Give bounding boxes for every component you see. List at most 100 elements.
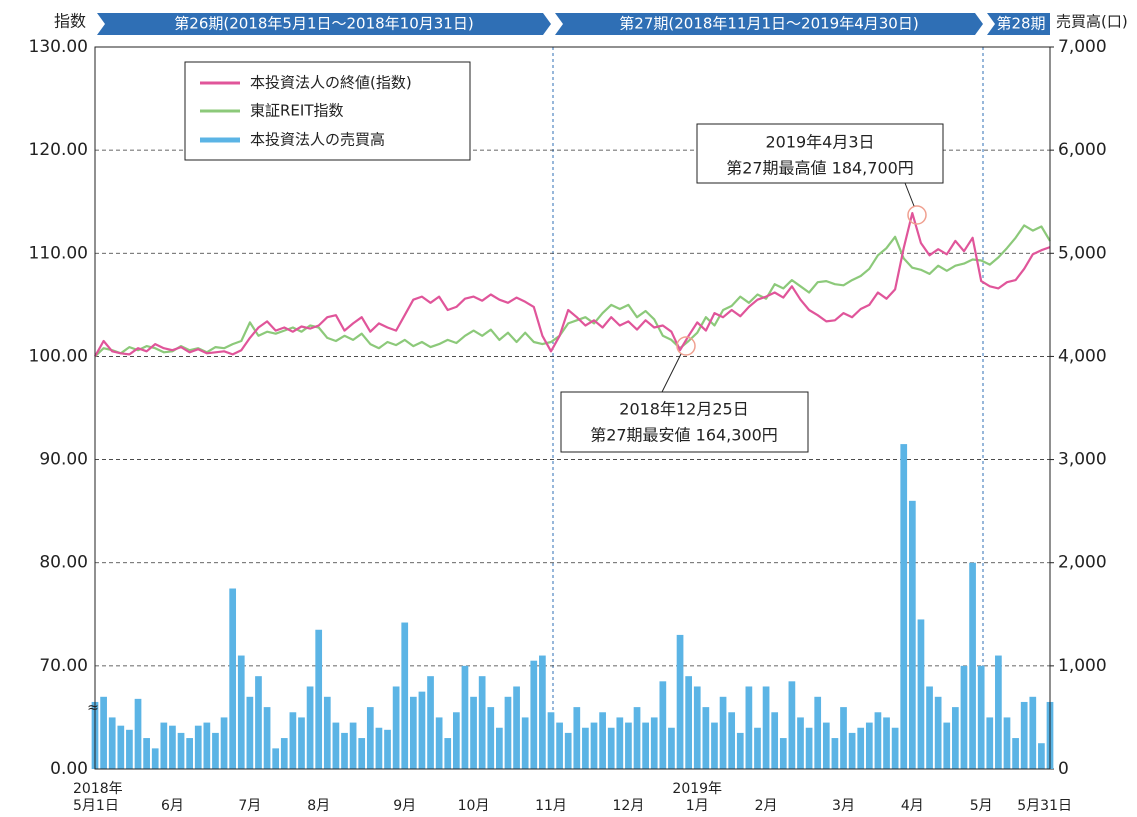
volume-bar [900, 444, 908, 769]
volume-bar [108, 717, 116, 769]
volume-bar [332, 722, 340, 769]
y2-tick-label: 3,000 [1058, 450, 1107, 470]
volume-bar [117, 725, 125, 769]
volume-bar [607, 727, 615, 769]
volume-bar [805, 727, 813, 769]
x-tick-label: 11月 [535, 798, 567, 814]
volume-bar [573, 707, 581, 769]
volume-bar [969, 562, 976, 769]
period-label: 第26期(2018年5月1日～2018年10月31日) [174, 15, 473, 33]
period-banners: 第26期(2018年5月1日～2018年10月31日) 第27期(2018年11… [97, 13, 1050, 35]
period-label: 第27期(2018年11月1日～2019年4月30日) [619, 15, 918, 33]
volume-bar [487, 707, 495, 769]
volume-bar [556, 722, 563, 769]
volume-bar [564, 732, 572, 769]
volume-bar [521, 717, 529, 769]
callout-line [661, 353, 682, 393]
volume-bar [427, 676, 434, 769]
volume-bar [169, 725, 176, 769]
annotation-text: 2019年4月3日 [765, 133, 874, 152]
volume-bar [840, 707, 847, 769]
volume-bar [633, 707, 641, 769]
volume-bar [375, 727, 383, 769]
volume-bar [960, 665, 968, 769]
annotation-box [696, 123, 944, 184]
x-tick-label: 7月 [238, 798, 261, 814]
volume-bar [186, 738, 193, 769]
volume-bar [908, 500, 916, 769]
volume-bar [418, 691, 426, 769]
volume-bar [323, 696, 331, 769]
volume-bar [831, 738, 839, 769]
volume-bar [986, 717, 994, 769]
volume-bar [504, 696, 512, 769]
legend-label: 本投資法人の売買高 [250, 131, 385, 149]
period-banner [97, 13, 551, 35]
volume-bar [444, 738, 452, 769]
volume-bar [668, 727, 675, 769]
x-tick-label: 8月 [307, 798, 330, 814]
volume-bar [306, 686, 314, 769]
volume-bar [384, 729, 391, 769]
volume-bar [616, 717, 624, 769]
y2-tick-label: 0 [1058, 759, 1069, 779]
y-tick-label: 90.00 [39, 450, 88, 470]
volume-bar [917, 619, 925, 769]
volume-bar [246, 696, 254, 769]
annotation-box [560, 391, 809, 453]
volume-bar [143, 738, 150, 769]
y-axis-title: 指数 [54, 12, 86, 31]
volume-bar [754, 727, 761, 769]
volume-bar [1029, 696, 1037, 769]
volume-bar [496, 727, 503, 769]
annotation-text: 2018年12月25日 [619, 400, 748, 419]
x-tick-label: 3月 [832, 798, 855, 814]
volume-bar [315, 629, 323, 769]
volume-bar [151, 748, 159, 769]
x-tick-label: 5月 [970, 798, 993, 814]
x-tick-label: 2月 [755, 798, 778, 814]
volume-bar [685, 676, 693, 769]
legend-label: 東証REIT指数 [250, 102, 344, 120]
axis-break: ≈ [87, 700, 99, 716]
callout-line [904, 182, 915, 207]
y-tick-label: 130.00 [29, 37, 88, 57]
volume-bar [212, 732, 219, 769]
volume-bar [539, 655, 546, 769]
volume-bar [952, 707, 959, 769]
y-tick-label: 80.00 [39, 553, 88, 573]
y2-tick-label: 1,000 [1058, 656, 1107, 676]
volume-bar [461, 665, 469, 769]
highlight-circle [676, 336, 696, 356]
volume-bar [547, 712, 555, 769]
volume-bar [530, 660, 538, 769]
volume-bar [599, 712, 606, 769]
volume-bar [590, 722, 598, 769]
volume-bar [642, 722, 649, 769]
volume-bar [995, 655, 1002, 769]
volume-bar [513, 686, 520, 769]
plot: 0.00 70.00 80.00 90.00 100.00 110.00 120.00 130… [29, 37, 1107, 779]
volume-bar [220, 717, 228, 769]
volume-bar [822, 722, 830, 769]
y-tick-label: 110.00 [29, 243, 88, 263]
volume-bar [100, 696, 107, 769]
volume-bar [177, 732, 185, 769]
volume-bar [435, 717, 443, 769]
y-tick-label: 70.00 [39, 656, 88, 676]
volume-bar [728, 712, 736, 769]
volume-bar [797, 717, 804, 769]
y2-tick-label: 4,000 [1058, 346, 1107, 366]
volume-bar [272, 748, 280, 769]
volume-bar [762, 686, 770, 769]
volume-bar [237, 655, 245, 769]
volume-bar [874, 712, 882, 769]
y2-tick-label: 6,000 [1058, 140, 1107, 160]
volume-bar [341, 732, 348, 769]
annotation-text: 第27期最安値 164,300円 [590, 426, 778, 445]
volume-bar [401, 622, 409, 769]
x-tick-label: 2019年 1月 [672, 781, 722, 814]
volume-bar [1012, 738, 1019, 769]
y2-tick-label: 2,000 [1058, 553, 1107, 573]
